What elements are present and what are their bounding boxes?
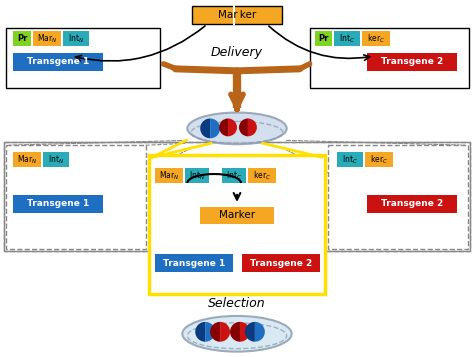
Text: Mar$_N$: Mar$_N$ bbox=[159, 169, 180, 182]
Text: ker$_C$: ker$_C$ bbox=[253, 169, 271, 182]
Text: Transgene 1: Transgene 1 bbox=[27, 199, 89, 208]
Bar bbox=[4, 142, 470, 251]
Bar bbox=[13, 152, 41, 167]
Wedge shape bbox=[245, 322, 255, 342]
Bar bbox=[13, 31, 31, 46]
Bar bbox=[4, 142, 470, 251]
Bar bbox=[63, 31, 89, 46]
Text: Int$_C$: Int$_C$ bbox=[226, 169, 242, 182]
Bar bbox=[6, 28, 161, 88]
Wedge shape bbox=[228, 119, 237, 136]
Text: ker$_C$: ker$_C$ bbox=[370, 154, 388, 166]
Text: Transgene 2: Transgene 2 bbox=[381, 57, 443, 66]
Text: ···: ··· bbox=[210, 171, 219, 181]
Wedge shape bbox=[219, 119, 228, 136]
Ellipse shape bbox=[182, 316, 292, 352]
Wedge shape bbox=[220, 322, 230, 342]
Bar bbox=[155, 168, 183, 183]
Wedge shape bbox=[200, 119, 210, 138]
Wedge shape bbox=[239, 119, 248, 136]
Text: Int$_C$: Int$_C$ bbox=[339, 32, 356, 45]
Text: Selection: Selection bbox=[208, 297, 266, 310]
Text: Transgene 1: Transgene 1 bbox=[27, 57, 89, 66]
Bar bbox=[362, 31, 390, 46]
Wedge shape bbox=[195, 322, 205, 342]
Wedge shape bbox=[230, 322, 240, 342]
Bar bbox=[148, 155, 326, 294]
Bar bbox=[337, 152, 363, 167]
Text: Int$_N$: Int$_N$ bbox=[48, 154, 64, 166]
Bar bbox=[335, 31, 360, 46]
Bar bbox=[310, 28, 469, 88]
Text: Transgene 1: Transgene 1 bbox=[163, 259, 225, 268]
Bar bbox=[367, 53, 457, 71]
Bar bbox=[13, 195, 103, 213]
Bar bbox=[43, 152, 69, 167]
Wedge shape bbox=[205, 322, 215, 342]
Text: Mar ker: Mar ker bbox=[218, 10, 256, 20]
Wedge shape bbox=[210, 119, 220, 138]
Bar bbox=[248, 168, 276, 183]
Bar bbox=[315, 31, 332, 46]
Text: Mar$_N$: Mar$_N$ bbox=[37, 32, 57, 45]
Wedge shape bbox=[255, 322, 265, 342]
Text: Pr: Pr bbox=[319, 34, 328, 43]
Text: Delivery: Delivery bbox=[211, 46, 263, 60]
Bar bbox=[33, 31, 61, 46]
Bar bbox=[6, 145, 146, 250]
Bar bbox=[367, 195, 457, 213]
Text: Mar$_N$: Mar$_N$ bbox=[17, 154, 37, 166]
Text: Transgene 2: Transgene 2 bbox=[381, 199, 443, 208]
Bar bbox=[365, 152, 393, 167]
Text: ker$_C$: ker$_C$ bbox=[367, 32, 385, 45]
Bar bbox=[155, 255, 233, 272]
Text: Marker: Marker bbox=[219, 210, 255, 220]
Bar bbox=[13, 53, 103, 71]
Text: Int$_N$: Int$_N$ bbox=[189, 169, 205, 182]
Wedge shape bbox=[210, 322, 220, 342]
Bar bbox=[242, 255, 319, 272]
Bar bbox=[328, 145, 468, 250]
Text: Int$_C$: Int$_C$ bbox=[342, 154, 358, 166]
Wedge shape bbox=[240, 322, 250, 342]
Text: Transgene 2: Transgene 2 bbox=[250, 259, 312, 268]
Ellipse shape bbox=[187, 112, 287, 144]
Bar bbox=[185, 168, 209, 183]
Text: Int$_N$: Int$_N$ bbox=[68, 32, 84, 45]
Text: Pr: Pr bbox=[17, 34, 27, 43]
Bar bbox=[200, 207, 274, 223]
Bar bbox=[222, 168, 246, 183]
Bar bbox=[192, 6, 282, 24]
Wedge shape bbox=[248, 119, 257, 136]
